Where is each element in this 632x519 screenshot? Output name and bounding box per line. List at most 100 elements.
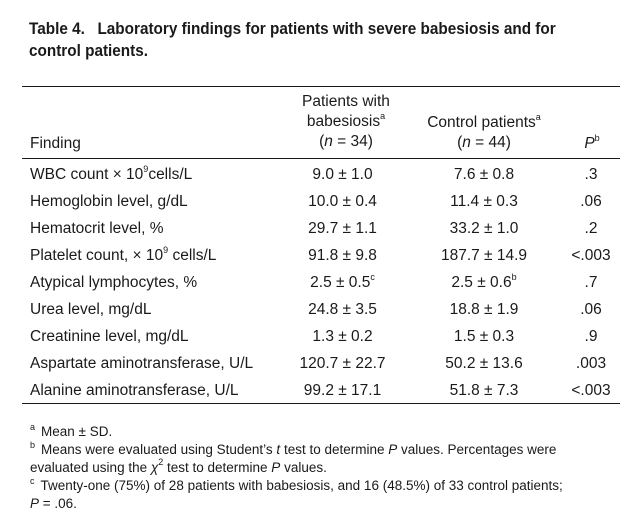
- table-row: Hematocrit level, % 29.7 ± 1.1 33.2 ± 1.0.…: [0, 219, 632, 246]
- babesiosis-value: 10.0 ± 0.4: [308, 193, 377, 210]
- control-cell: 18.8 ± 1.9: [410, 300, 558, 320]
- babesiosis-value: 120.7 ± 22.7: [299, 355, 386, 372]
- control-cell: 2.5 ± 0.6b: [410, 273, 558, 293]
- babesiosis-value: 99.2 ± 17.1: [303, 382, 382, 399]
- p-value-cell: .7: [584, 274, 598, 291]
- control-value: 11.4 ± 0.3: [450, 193, 518, 210]
- table-row: WBC count × 109cells/L 9.0 ± 1.0 7.6 ± 0.8…: [0, 165, 632, 192]
- header-control: Control patientsa (n = 44): [410, 113, 558, 153]
- table-row: Alanine aminotransferase, U/L 99.2 ± 17.1…: [0, 381, 632, 408]
- footnote-b-text3: values. Percentages were: [397, 442, 557, 457]
- header-p-var: P: [584, 135, 595, 152]
- finding-cell: WBC count × 109cells/L: [30, 165, 192, 185]
- header-babesiosis-n-open: (: [319, 133, 325, 150]
- control-value: 1.5 ± 0.3: [453, 328, 515, 345]
- p-value-cell: .003: [575, 355, 607, 372]
- control-value: 33.2 ± 1.0: [449, 220, 519, 237]
- control-sup: b: [511, 272, 517, 282]
- header-babesiosis-n: = 34): [332, 133, 373, 150]
- top-rule: [22, 86, 620, 87]
- header-babesiosis-n-var: n: [324, 133, 333, 150]
- babesiosis-value: 1.3 ± 0.2: [312, 328, 373, 345]
- babesiosis-cell: 29.7 ± 1.1: [270, 219, 415, 239]
- footnote-a: a Mean ± SD.: [30, 418, 620, 441]
- footnote-b-p2: P: [271, 460, 281, 475]
- footnote-c-mark: c: [30, 476, 35, 486]
- finding-cell: Alanine aminotransferase, U/L: [30, 381, 239, 401]
- control-cell: 51.8 ± 7.3: [410, 381, 558, 401]
- control-cell: 187.7 ± 14.9: [410, 246, 558, 266]
- p-value-cell: <.003: [571, 247, 611, 264]
- babesiosis-value: 91.8 ± 9.8: [308, 247, 377, 264]
- finding-text: Hemoglobin level, g/dL: [30, 193, 188, 210]
- control-cell: 7.6 ± 0.8: [410, 165, 558, 185]
- p-value-cell: <.003: [571, 382, 611, 399]
- footnote-a-text: Mean ± SD.: [41, 424, 113, 439]
- footnote-b-text6: values.: [280, 460, 327, 475]
- table-row: Creatinine level, mg/dL 1.3 ± 0.2 1.5 ± 0.…: [0, 327, 632, 354]
- footnote-b: b Means were evaluated using Student’s t …: [30, 436, 620, 477]
- table-row: Hemoglobin level, g/dL 10.0 ± 0.4 11.4 ± 0…: [0, 192, 632, 219]
- header-p: Pb: [572, 134, 612, 154]
- babesiosis-value: 29.7 ± 1.1: [308, 220, 377, 237]
- footnote-b-text2: test to determine: [280, 442, 389, 457]
- header-p-sup: b: [594, 133, 600, 143]
- control-value: 187.7 ± 14.9: [440, 247, 528, 264]
- finding-text: Alanine aminotransferase, U/L: [30, 382, 239, 399]
- babesiosis-value: 9.0 ± 1.0: [312, 166, 373, 183]
- footnote-c-p: P: [30, 496, 40, 511]
- control-value: 18.8 ± 1.9: [449, 301, 519, 318]
- footnote-a-mark: a: [30, 422, 36, 432]
- table-row: Urea level, mg/dL 24.8 ± 3.5 18.8 ± 1.9 .06: [0, 300, 632, 327]
- footnote-c: c Twenty-one (75%) of 28 patients with ba…: [30, 472, 620, 513]
- header-babesiosis: Patients with babesiosisa (n = 34): [285, 92, 407, 152]
- babesiosis-sup: c: [370, 272, 375, 282]
- finding-text: Hematocrit level, %: [30, 220, 164, 237]
- p-value-cell: .2: [584, 220, 598, 237]
- babesiosis-value: 2.5 ± 0.5: [310, 274, 371, 291]
- table-row: Aspartate aminotransferase, U/L 120.7 ± 2…: [0, 354, 632, 381]
- babesiosis-cell: 2.5 ± 0.5c: [270, 273, 415, 293]
- control-value: 50.2 ± 13.6: [445, 355, 523, 372]
- header-control-n-open: (: [457, 134, 463, 151]
- p-value-cell: .06: [580, 301, 602, 318]
- babesiosis-cell: 24.8 ± 3.5: [270, 300, 415, 320]
- table-title-line2: control patients.: [29, 41, 149, 60]
- finding-unit: cells/L: [148, 166, 193, 183]
- babesiosis-cell: 120.7 ± 22.7: [270, 354, 415, 374]
- babesiosis-value: 24.8 ± 3.5: [308, 301, 377, 318]
- babesiosis-cell: 1.3 ± 0.2: [270, 327, 415, 347]
- control-cell: 33.2 ± 1.0: [410, 219, 558, 239]
- control-cell: 50.2 ± 13.6: [410, 354, 558, 374]
- finding-text: Aspartate aminotransferase, U/L: [30, 355, 254, 372]
- babesiosis-cell: 10.0 ± 0.4: [270, 192, 415, 212]
- footnote-c-text1: Twenty-one (75%) of 28 patients with bab…: [40, 478, 563, 493]
- footnote-b-p: P: [388, 442, 398, 457]
- finding-sup: 9: [143, 164, 149, 174]
- header-babesiosis-sup: a: [380, 111, 386, 121]
- finding-cell: Aspartate aminotransferase, U/L: [30, 354, 253, 374]
- finding-cell: Creatinine level, mg/dL: [30, 327, 189, 347]
- table-title: Table 4. Laboratory findings for patients…: [29, 18, 560, 62]
- footnote-b-text5: test to determine: [163, 460, 272, 475]
- control-cell: 11.4 ± 0.3: [410, 192, 558, 212]
- footnote-b-chi: χ: [150, 460, 159, 475]
- babesiosis-cell: 91.8 ± 9.8: [270, 246, 415, 266]
- babesiosis-cell: 99.2 ± 17.1: [270, 381, 415, 401]
- header-rule: [22, 158, 620, 159]
- finding-text: Atypical lymphocytes, %: [30, 274, 198, 291]
- table-title-line1: Laboratory findings for patients with se…: [97, 19, 556, 38]
- footnote-b-text4: evaluated using the: [30, 460, 151, 475]
- table-row: Atypical lymphocytes, % 2.5 ± 0.5c 2.5 ± 0…: [0, 273, 632, 300]
- header-control-line1: Control patients: [427, 114, 536, 131]
- babesiosis-cell: 9.0 ± 1.0: [270, 165, 415, 185]
- p-value-cell: .3: [584, 166, 598, 183]
- finding-unit: cells/L: [168, 247, 217, 264]
- footnote-c-text2: = .06.: [39, 496, 77, 511]
- control-value: 51.8 ± 7.3: [449, 382, 519, 399]
- control-cell: 1.5 ± 0.3: [410, 327, 558, 347]
- finding-text: WBC count × 10: [30, 166, 144, 183]
- footnote-b-t: t: [276, 442, 281, 457]
- control-value: 2.5 ± 0.6: [451, 274, 512, 291]
- header-babesiosis-line1: Patients with: [302, 93, 390, 110]
